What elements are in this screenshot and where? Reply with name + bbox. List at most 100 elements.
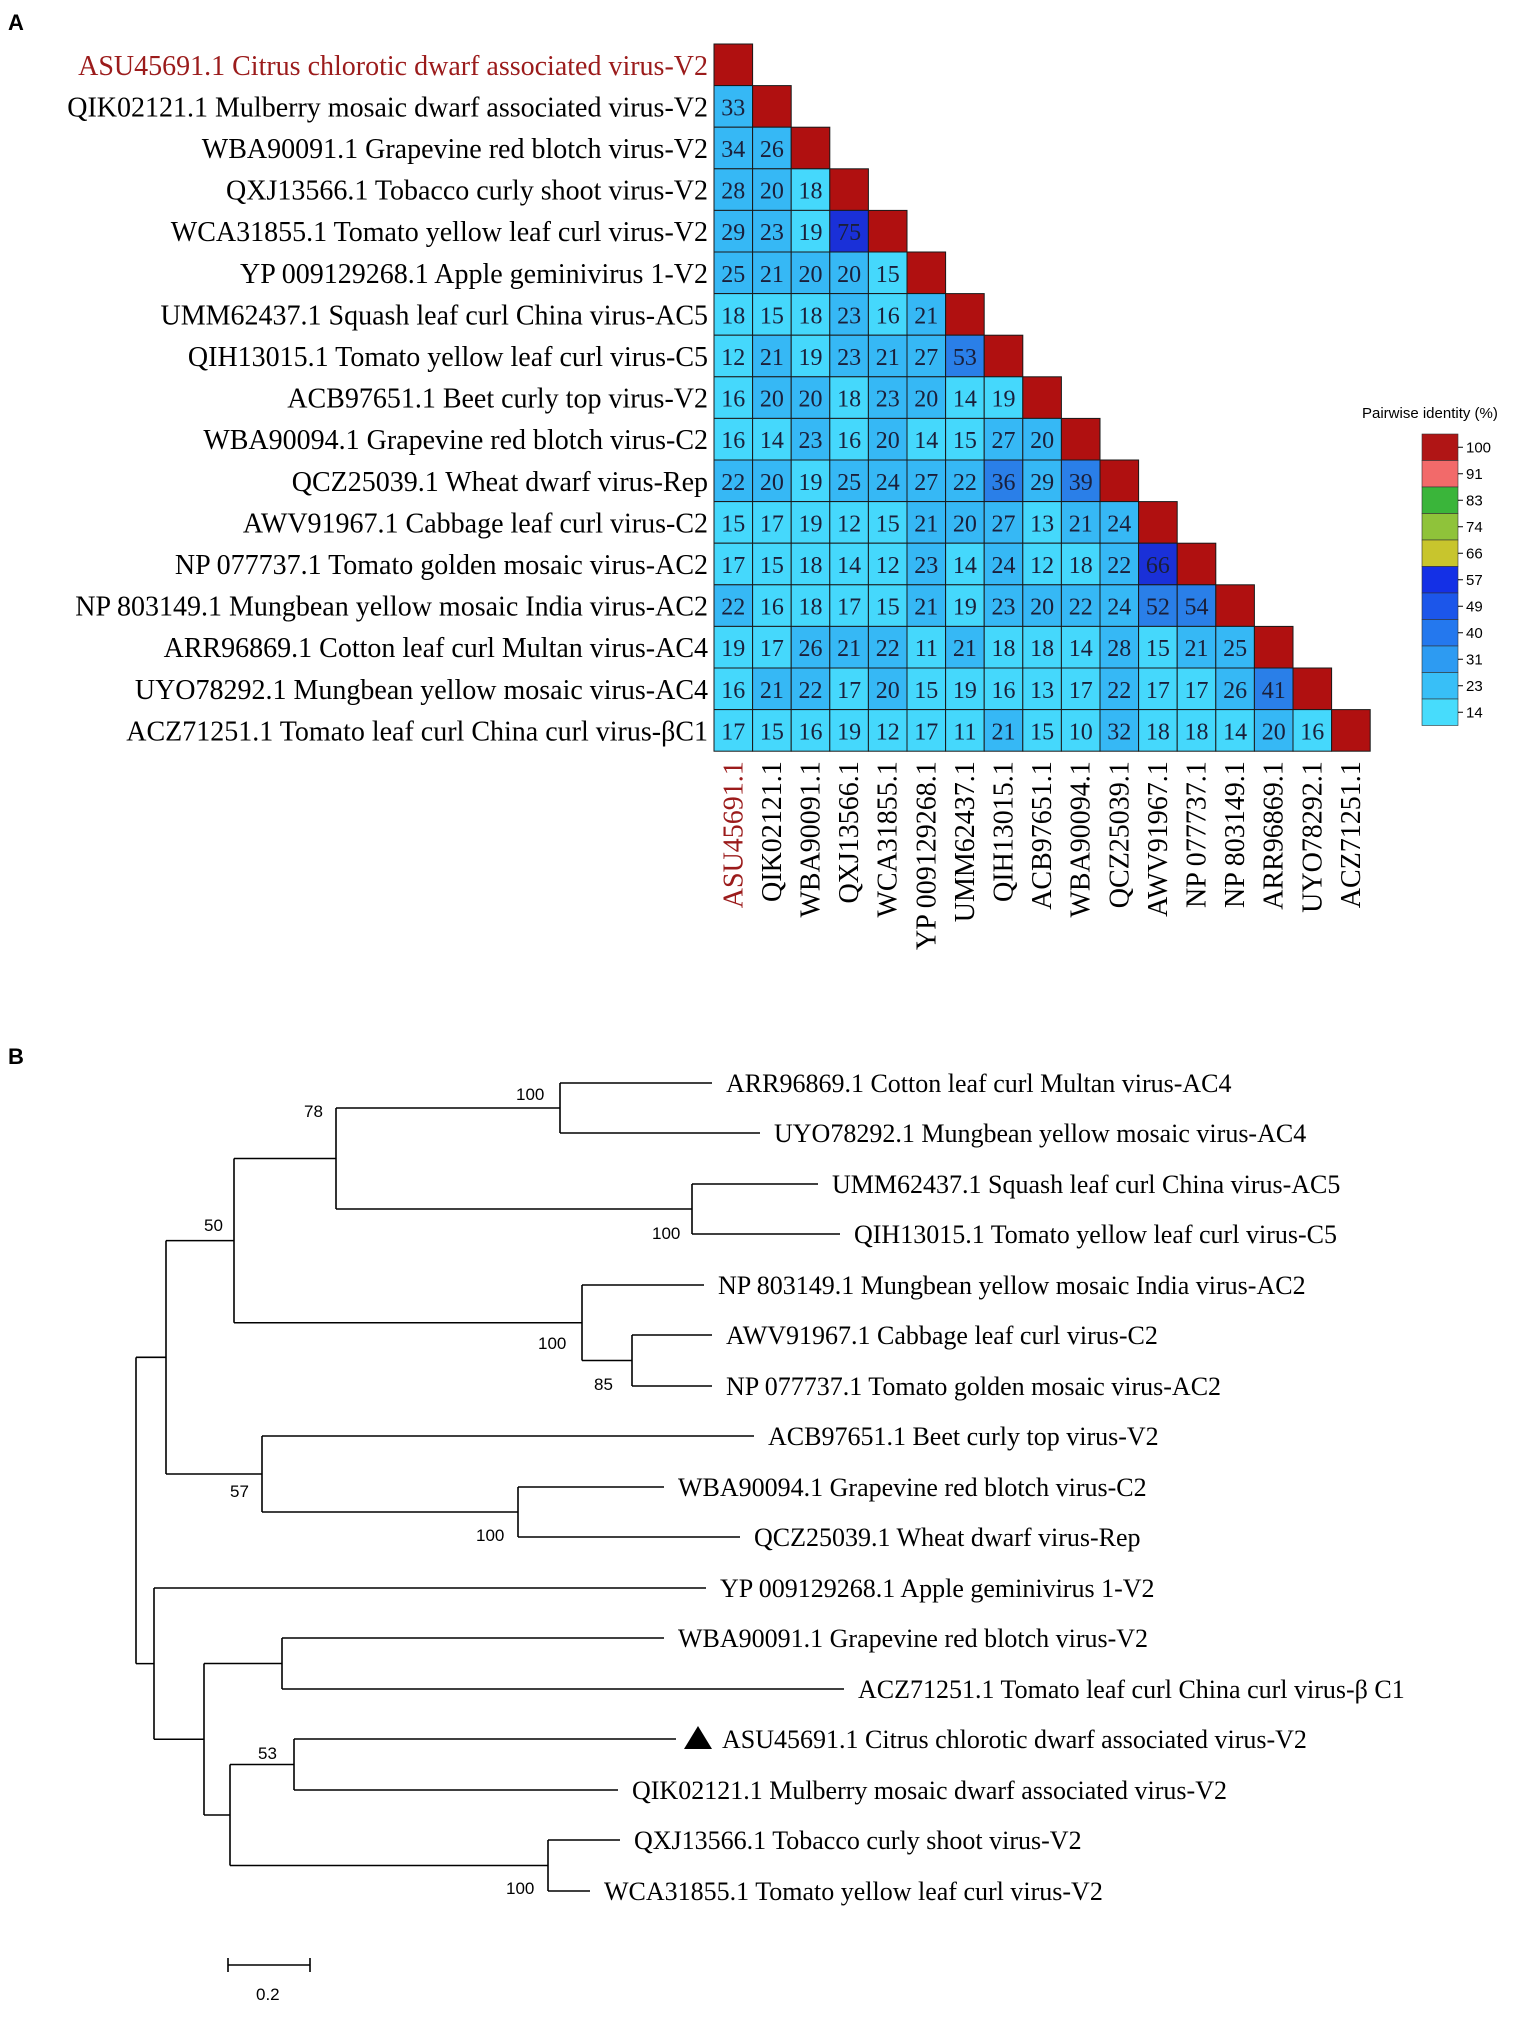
cell-value: 15 — [760, 303, 784, 329]
heatmap-cell — [752, 542, 792, 586]
heatmap-cell — [867, 459, 908, 503]
cell-value: 20 — [799, 262, 823, 288]
heatmap-cell — [713, 43, 754, 87]
tree-tip-label: QCZ25039.1 Wheat dwarf virus-Rep — [754, 1523, 1141, 1552]
cell-value: 12 — [876, 719, 900, 745]
tree-tip-label: UYO78292.1 Mungbean yellow mosaic virus-… — [774, 1119, 1306, 1148]
column-label: ASU45691.1 — [718, 761, 749, 908]
cell-value: 19 — [799, 511, 823, 537]
cell-value: 15 — [876, 511, 900, 537]
cell-value: 18 — [1185, 719, 1209, 745]
cell-value: 19 — [953, 595, 977, 621]
cell-value: 20 — [1030, 428, 1054, 454]
cell-value: 12 — [876, 553, 900, 579]
cell-value: 17 — [760, 511, 784, 537]
heatmap-cell — [790, 126, 831, 170]
legend-swatch — [1421, 672, 1459, 700]
cell-value: 18 — [721, 303, 745, 329]
heatmap-cell — [1138, 709, 1178, 752]
column-label: WBA90091.1 — [796, 761, 827, 917]
legend-swatch — [1421, 433, 1459, 461]
column-label: UMM62437.1 — [950, 761, 981, 922]
heatmap-cell — [790, 293, 831, 336]
heatmap-cell — [906, 251, 947, 295]
heatmap-cell — [1215, 667, 1255, 711]
cell-value: 22 — [876, 636, 900, 662]
heatmap-cell — [1022, 501, 1062, 544]
cell-value: 24 — [992, 553, 1016, 579]
tree-tip-label: ACZ71251.1 Tomato leaf curl China curl v… — [858, 1675, 1405, 1704]
cell-value: 29 — [1030, 470, 1054, 496]
cell-value: 13 — [1030, 678, 1054, 704]
heatmap-cell — [906, 625, 947, 669]
heatmap-cell — [713, 709, 754, 752]
cell-value: 18 — [1069, 553, 1093, 579]
legend-tick-label: 49 — [1466, 598, 1483, 615]
cell-value: 16 — [799, 719, 823, 745]
tree-tip-label: QXJ13566.1 Tobacco curly shoot virus-V2 — [634, 1826, 1082, 1855]
legend-tick-label: 14 — [1466, 704, 1483, 721]
heatmap-cell — [867, 667, 908, 711]
cell-value: 23 — [799, 428, 823, 454]
column-label: QXJ13566.1 — [834, 761, 865, 903]
heatmap-cell — [713, 126, 754, 170]
cell-value: 25 — [721, 262, 745, 288]
heatmap-cell — [867, 584, 908, 627]
cell-value: 15 — [953, 428, 977, 454]
cell-value: 25 — [1223, 636, 1247, 662]
cell-value: 26 — [799, 636, 823, 662]
cell-value: 17 — [837, 678, 861, 704]
cell-value: 16 — [992, 678, 1016, 704]
row-label: ARR96869.1 Cotton leaf curl Multan virus… — [164, 633, 708, 664]
heatmap-cell — [790, 168, 831, 211]
heatmap-cell — [829, 542, 869, 586]
cell-value: 20 — [876, 428, 900, 454]
cell-value: 20 — [760, 387, 784, 413]
heatmap-cell — [790, 542, 831, 586]
bootstrap-value: 50 — [204, 1216, 223, 1235]
column-label: QCZ25039.1 — [1104, 761, 1135, 908]
heatmap-cell — [752, 709, 792, 752]
cell-value: 22 — [953, 470, 977, 496]
cell-value: 23 — [876, 387, 900, 413]
cell-value: 15 — [914, 678, 938, 704]
row-label: QIH13015.1 Tomato yellow leaf curl virus… — [188, 342, 708, 373]
bootstrap-value: 78 — [304, 1102, 323, 1121]
cell-value: 16 — [721, 387, 745, 413]
cell-value: 17 — [1069, 678, 1093, 704]
heatmap-cell — [983, 334, 1024, 378]
legend-swatch — [1421, 698, 1459, 726]
cell-value: 21 — [1069, 511, 1093, 537]
heatmap-cell — [906, 709, 947, 752]
cell-value: 14 — [953, 387, 977, 413]
cell-value: 15 — [876, 262, 900, 288]
cell-value: 27 — [914, 470, 938, 496]
heatmap-cell — [945, 667, 985, 711]
cell-value: 17 — [721, 553, 745, 579]
heatmap-cell — [945, 334, 985, 378]
scale-bar-label: 0.2 — [256, 1985, 280, 2004]
heatmap-cell — [867, 209, 908, 253]
tree-tip-label: ARR96869.1 Cotton leaf curl Multan virus… — [726, 1069, 1232, 1098]
row-label: NP 077737.1 Tomato golden mosaic virus-A… — [175, 550, 708, 581]
row-label: WBA90094.1 Grapevine red blotch virus-C2 — [203, 425, 708, 456]
heatmap-cell — [945, 542, 985, 586]
heatmap-cell — [1099, 667, 1140, 711]
cell-value: 19 — [837, 719, 861, 745]
heatmap-cell — [1060, 417, 1101, 461]
cell-value: 18 — [799, 303, 823, 329]
cell-value: 12 — [1030, 553, 1054, 579]
cell-value: 25 — [837, 470, 861, 496]
cell-value: 39 — [1069, 470, 1093, 496]
cell-value: 23 — [992, 595, 1016, 621]
cell-value: 16 — [721, 678, 745, 704]
column-labels: ASU45691.1 QIK02121.1 WBA90091.1 QXJ13566.1… — [718, 761, 1367, 950]
heatmap-cell — [1099, 625, 1140, 669]
legend-title: Pairwise identity (%) — [1362, 405, 1498, 422]
cell-value: 22 — [1069, 595, 1093, 621]
cell-value: 19 — [721, 636, 745, 662]
heatmap-cell — [713, 501, 754, 544]
legend-swatch — [1421, 486, 1459, 514]
cell-value: 29 — [721, 220, 745, 246]
bootstrap-value: 100 — [476, 1526, 504, 1545]
